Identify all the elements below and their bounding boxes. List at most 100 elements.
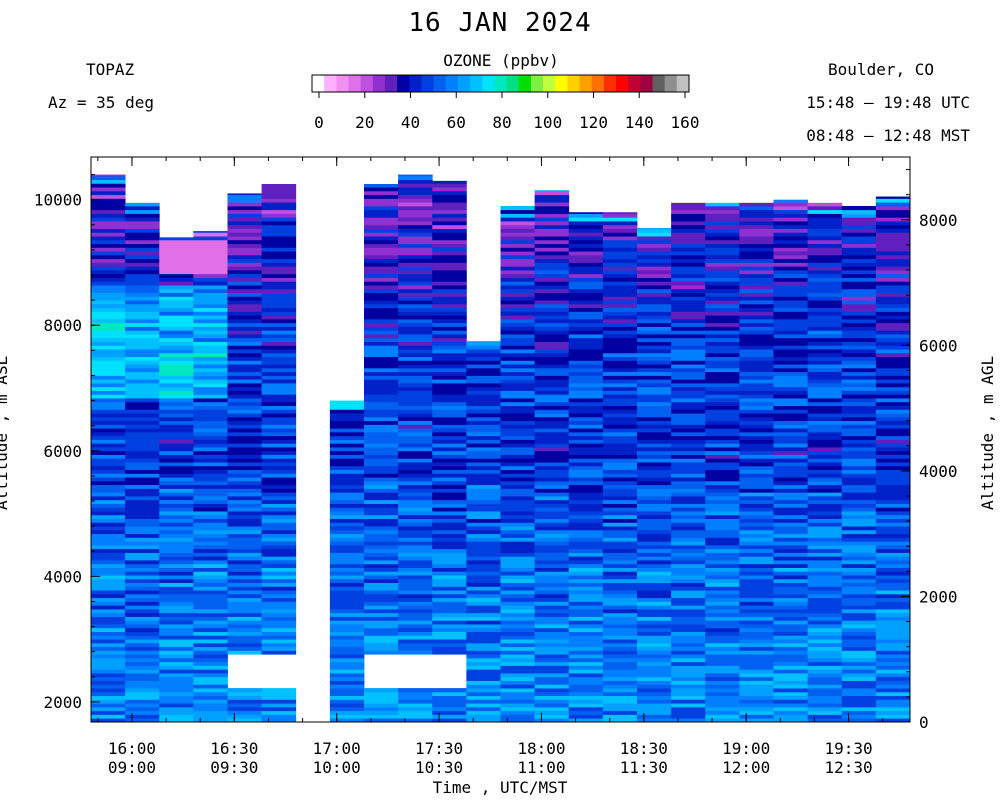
heatmap-cell xyxy=(568,435,604,440)
heatmap-cell xyxy=(841,480,877,486)
heatmap-cell xyxy=(739,258,774,263)
heatmap-cell xyxy=(398,315,433,320)
heatmap-cell xyxy=(841,578,877,584)
heatmap-cell xyxy=(500,288,536,293)
heatmap-cell xyxy=(875,330,911,335)
heatmap-cell xyxy=(705,386,740,391)
heatmap-cell xyxy=(227,496,263,501)
heatmap-cell xyxy=(841,458,877,463)
heatmap-cell xyxy=(637,688,672,693)
heatmap-cell xyxy=(739,416,774,422)
heatmap-cell xyxy=(91,624,126,629)
heatmap-cell xyxy=(841,239,877,245)
heatmap-cell xyxy=(364,492,399,497)
heatmap-cell xyxy=(398,187,433,192)
heatmap-cell xyxy=(705,560,740,565)
chart-title: 16 JAN 2024 xyxy=(408,8,592,38)
heatmap-cell xyxy=(432,232,467,237)
heatmap-cell xyxy=(602,251,638,256)
heatmap-cell xyxy=(671,232,706,237)
heatmap-cell xyxy=(841,684,877,689)
heatmap-cell xyxy=(227,567,263,572)
heatmap-cell xyxy=(364,477,399,482)
heatmap-cell xyxy=(602,714,638,719)
heatmap-cell xyxy=(739,586,774,591)
heatmap-cell xyxy=(841,273,877,278)
heatmap-cell xyxy=(671,537,706,542)
heatmap-cell xyxy=(637,605,672,610)
heatmap-cell xyxy=(705,593,740,599)
heatmap-cell xyxy=(432,243,467,248)
heatmap-cell xyxy=(705,556,740,561)
heatmap-cell xyxy=(125,224,160,229)
heatmap-cell xyxy=(705,703,740,708)
heatmap-cell xyxy=(568,356,604,361)
heatmap-cell xyxy=(159,533,194,538)
heatmap-cell xyxy=(637,428,672,433)
heatmap-cell xyxy=(364,480,399,486)
heatmap-cell xyxy=(739,590,774,595)
heatmap-cell xyxy=(602,450,638,455)
heatmap-cell xyxy=(739,239,774,245)
heatmap-cell xyxy=(500,281,536,286)
heatmap-cell xyxy=(159,458,194,463)
heatmap-cell xyxy=(534,379,570,384)
heatmap-cell xyxy=(227,593,263,599)
heatmap-cell xyxy=(637,695,672,700)
heatmap-cell xyxy=(364,439,399,444)
heatmap-cell xyxy=(534,661,570,666)
heatmap-cell xyxy=(125,699,160,704)
heatmap-cell xyxy=(125,688,160,693)
heatmap-cell xyxy=(398,488,433,493)
heatmap-cell xyxy=(875,533,911,538)
heatmap-cell xyxy=(807,364,843,369)
heatmap-cell xyxy=(807,480,843,486)
heatmap-cell xyxy=(534,217,570,222)
heatmap-cell xyxy=(364,228,399,233)
heatmap-cell xyxy=(841,714,877,719)
heatmap-cell xyxy=(807,560,843,565)
heatmap-cell xyxy=(705,680,740,685)
heatmap-cell xyxy=(159,371,194,376)
heatmap-cell xyxy=(227,650,263,655)
colorbar-border xyxy=(311,74,690,93)
heatmap-cell xyxy=(193,661,228,666)
heatmap-cell xyxy=(671,315,706,320)
heatmap-cell xyxy=(637,684,672,689)
heatmap-cell xyxy=(500,511,536,516)
heatmap-cell xyxy=(773,548,809,553)
heatmap-cell xyxy=(671,228,706,233)
heatmap-cell xyxy=(841,590,877,595)
heatmap-cell xyxy=(671,288,706,293)
heatmap-cell xyxy=(705,609,740,614)
heatmap-cell xyxy=(875,401,911,406)
heatmap-cell xyxy=(432,266,467,271)
plot-border xyxy=(90,156,911,723)
heatmap-cell xyxy=(227,296,263,301)
heatmap-cell xyxy=(500,428,536,433)
heatmap-cell xyxy=(466,680,501,685)
heatmap-cell xyxy=(466,714,501,719)
heatmap-cell xyxy=(841,236,877,241)
heatmap-cell xyxy=(329,401,365,406)
heatmap-cell xyxy=(364,548,399,553)
heatmap-cell xyxy=(739,413,774,418)
heatmap-cell xyxy=(125,635,160,640)
heatmap-cell xyxy=(193,367,228,373)
heatmap-cell xyxy=(841,616,877,621)
heatmap-cell xyxy=(671,669,706,674)
heatmap-cell xyxy=(159,480,194,486)
heatmap-cell xyxy=(159,367,194,373)
heatmap-cell xyxy=(602,416,638,422)
heatmap-cell xyxy=(364,383,399,388)
heatmap-cell xyxy=(773,688,809,693)
heatmap-cell xyxy=(841,356,877,361)
heatmap-cell xyxy=(534,311,570,316)
heatmap-cell xyxy=(125,443,160,448)
heatmap-cell xyxy=(193,695,228,700)
heatmap-cell xyxy=(739,247,774,252)
heatmap-cell xyxy=(227,544,263,550)
heatmap-cell xyxy=(227,337,263,342)
heatmap-cell xyxy=(602,232,638,237)
heatmap-cell xyxy=(534,431,570,437)
